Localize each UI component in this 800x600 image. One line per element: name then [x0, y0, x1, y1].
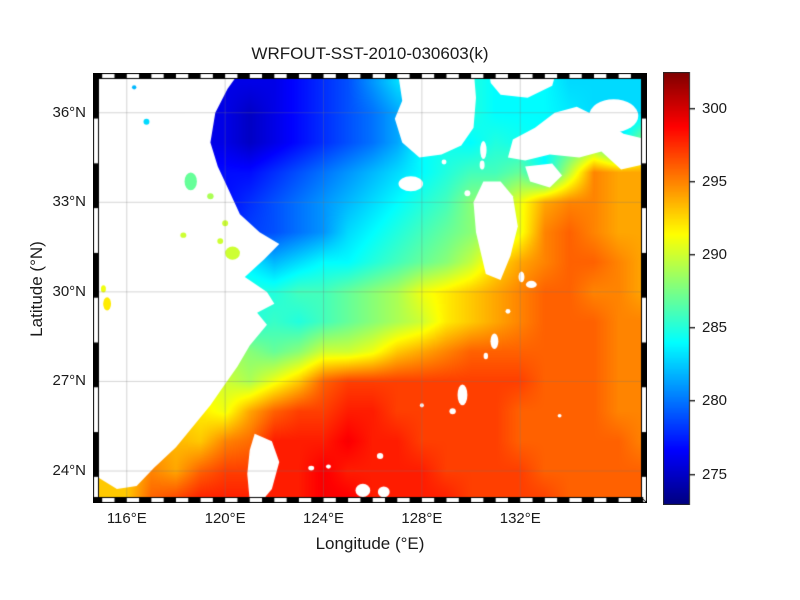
x-tick-label: 120°E	[204, 510, 246, 527]
colorbar-tick-label: 295	[702, 172, 728, 190]
x-tick-label: 124°E	[303, 510, 345, 527]
x-tick-label: 116°E	[106, 510, 147, 527]
y-tick-label: 36°N	[52, 103, 86, 121]
colorbar-tick-label: 275	[702, 465, 728, 483]
colorbar-tick-label: 300	[702, 99, 728, 117]
y-tick-label: 24°N	[52, 462, 86, 480]
y-tick-label: 30°N	[52, 282, 86, 300]
y-tick-label: 27°N	[52, 372, 86, 390]
colorbar-tick-label: 280	[702, 392, 728, 410]
colorbar-canvas	[663, 72, 695, 505]
x-tick-label: 132°E	[499, 510, 541, 527]
y-tick-label: 33°N	[52, 193, 86, 211]
colorbar-tick-label: 285	[702, 319, 728, 337]
x-tick-label: 128°E	[401, 510, 443, 527]
sst-map-canvas	[93, 73, 647, 503]
plot-title: WRFOUT-SST-2010-030603(k)	[251, 44, 489, 63]
colorbar-tick-label: 290	[702, 246, 728, 264]
x-axis-label: Longitude (°E)	[315, 534, 425, 553]
